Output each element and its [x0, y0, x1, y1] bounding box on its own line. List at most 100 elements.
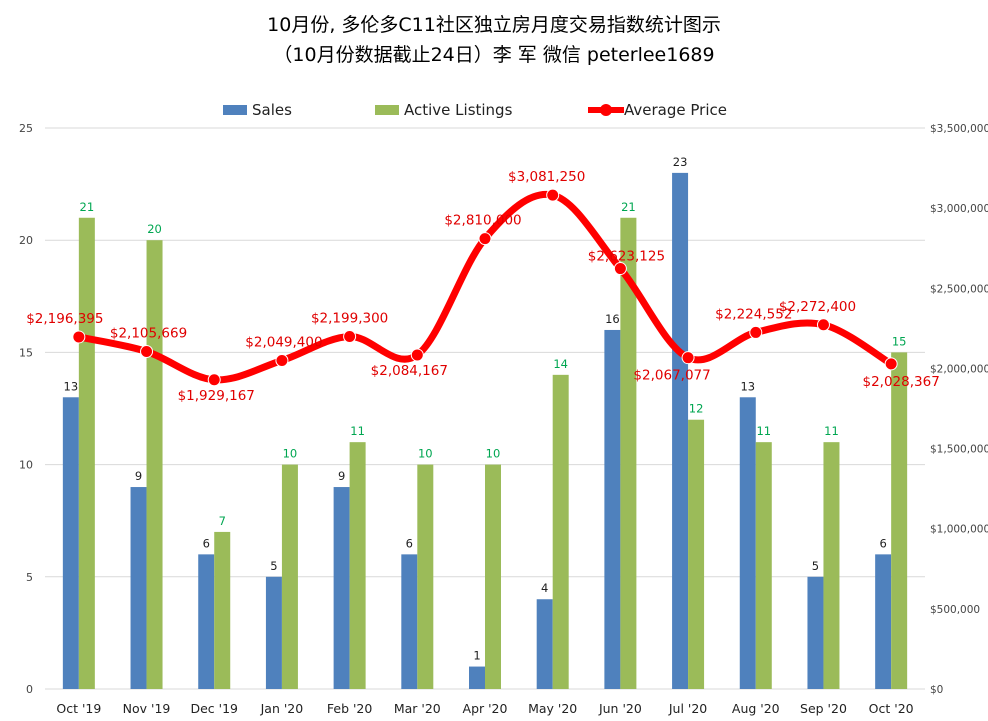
- x-tick-label: Mar '20: [394, 701, 441, 716]
- chart-title: 10月份, 多伦多C11社区独立房月度交易指数统计图示: [267, 14, 721, 36]
- bar-active-listings: [688, 419, 705, 689]
- point-average-price: [546, 188, 560, 202]
- data-label-sales: 5: [270, 559, 277, 573]
- y-left-tick-label: 5: [26, 571, 33, 584]
- y-right-tick-label: $0: [930, 684, 943, 696]
- x-tick-label: Jun '20: [598, 701, 642, 716]
- data-label-active-listings: 21: [80, 200, 95, 214]
- data-label-average-price: $2,105,669: [110, 325, 187, 341]
- y-right-tick-label: $1,000,000: [930, 524, 988, 536]
- data-label-active-listings: 11: [350, 424, 365, 438]
- bar-active-listings: [78, 217, 95, 689]
- data-label-active-listings: 12: [689, 402, 704, 416]
- y-right-tick-label: $3,000,000: [930, 203, 988, 215]
- x-tick-label: Apr '20: [463, 701, 508, 716]
- legend-item-average-price: Average Price: [588, 99, 727, 121]
- data-label-sales: 6: [406, 536, 413, 550]
- bar-sales: [333, 487, 350, 689]
- legend: Sales Active Listings Average Price: [0, 99, 988, 121]
- point-average-price: [410, 348, 424, 362]
- point-average-price: [72, 330, 86, 344]
- data-label-average-price: $2,028,367: [863, 374, 940, 390]
- data-label-average-price: $2,049,400: [245, 335, 322, 351]
- y-left-tick-label: 25: [19, 122, 33, 135]
- y-left-tick-label: 15: [19, 346, 33, 359]
- bar-sales: [739, 397, 756, 689]
- bar-sales: [62, 397, 79, 689]
- x-tick-label: Jan '20: [260, 701, 304, 716]
- chart-subtitle: （10月份数据截止24日）李 军 微信 peterlee1689: [273, 44, 715, 66]
- data-label-sales: 13: [64, 379, 79, 393]
- data-label-sales: 9: [135, 469, 142, 483]
- data-label-active-listings: 21: [621, 200, 636, 214]
- point-average-price: [140, 344, 154, 358]
- y-right-tick-label: $2,500,000: [930, 283, 988, 295]
- legend-swatch-average-price: [588, 104, 624, 116]
- legend-swatch-active-listings: [375, 105, 399, 115]
- bar-sales: [130, 487, 147, 689]
- point-average-price: [343, 329, 357, 343]
- data-label-active-listings: 15: [892, 334, 907, 348]
- x-tick-label: Sep '20: [800, 701, 847, 716]
- x-tick-label: Nov '19: [123, 701, 171, 716]
- y-left-tick-label: 20: [19, 234, 33, 247]
- data-label-sales: 4: [541, 581, 548, 595]
- point-average-price: [478, 232, 492, 246]
- bar-sales: [536, 599, 553, 689]
- bar-active-listings: [755, 442, 772, 689]
- x-tick-label: Oct '19: [56, 701, 101, 716]
- point-average-price: [816, 318, 830, 332]
- y-left-tick-label: 0: [26, 683, 33, 696]
- data-label-sales: 16: [605, 312, 620, 326]
- data-label-sales: 13: [740, 379, 755, 393]
- data-label-active-listings: 11: [756, 424, 771, 438]
- data-label-average-price: $2,067,077: [633, 368, 710, 384]
- point-average-price: [275, 354, 289, 368]
- point-average-price: [613, 262, 627, 276]
- y-right-tick-label: $1,500,000: [930, 444, 988, 456]
- bar-sales: [807, 576, 824, 689]
- legend-label-sales: Sales: [252, 101, 292, 119]
- data-label-sales: 6: [203, 536, 210, 550]
- bar-active-listings: [417, 464, 434, 689]
- data-label-active-listings: 10: [418, 447, 433, 461]
- bar-active-listings: [552, 374, 569, 689]
- bar-active-listings: [485, 464, 501, 689]
- data-label-active-listings: 14: [553, 357, 568, 371]
- data-label-sales: 5: [812, 559, 819, 573]
- data-label-average-price: $2,623,125: [588, 249, 665, 265]
- legend-label-average-price: Average Price: [624, 101, 727, 119]
- data-label-active-listings: 10: [283, 447, 298, 461]
- data-label-active-listings: 7: [219, 514, 226, 528]
- bar-active-listings: [214, 531, 231, 689]
- data-label-sales: 9: [338, 469, 345, 483]
- point-average-price: [207, 373, 221, 387]
- bar-sales: [604, 329, 621, 689]
- y-right-tick-label: $3,500,000: [930, 123, 988, 135]
- y-left-tick-label: 10: [19, 459, 33, 472]
- data-label-average-price: $2,084,167: [371, 363, 448, 379]
- x-tick-label: Aug '20: [732, 701, 780, 716]
- data-label-sales: 6: [879, 536, 886, 550]
- legend-swatch-sales: [223, 105, 247, 115]
- data-label-average-price: $2,199,300: [311, 310, 388, 326]
- legend-item-sales: Sales: [223, 99, 292, 121]
- data-label-active-listings: 11: [824, 424, 839, 438]
- bar-sales: [672, 172, 689, 689]
- data-label-sales: 1: [473, 649, 480, 663]
- bar-sales: [469, 666, 485, 689]
- point-average-price: [681, 351, 695, 365]
- y-right-tick-label: $500,000: [930, 604, 980, 616]
- y-right-tick-label: $2,000,000: [930, 363, 988, 375]
- bar-active-listings: [281, 464, 298, 689]
- data-label-average-price: $3,081,250: [508, 169, 585, 185]
- x-tick-label: Oct '20: [869, 701, 914, 716]
- bar-active-listings: [349, 442, 366, 689]
- data-label-average-price: $2,810,000: [444, 213, 521, 229]
- bar-active-listings: [823, 442, 840, 689]
- data-label-average-price: $2,196,395: [26, 311, 103, 327]
- bar-sales: [401, 554, 418, 689]
- data-label-average-price: $2,224,552: [715, 306, 792, 322]
